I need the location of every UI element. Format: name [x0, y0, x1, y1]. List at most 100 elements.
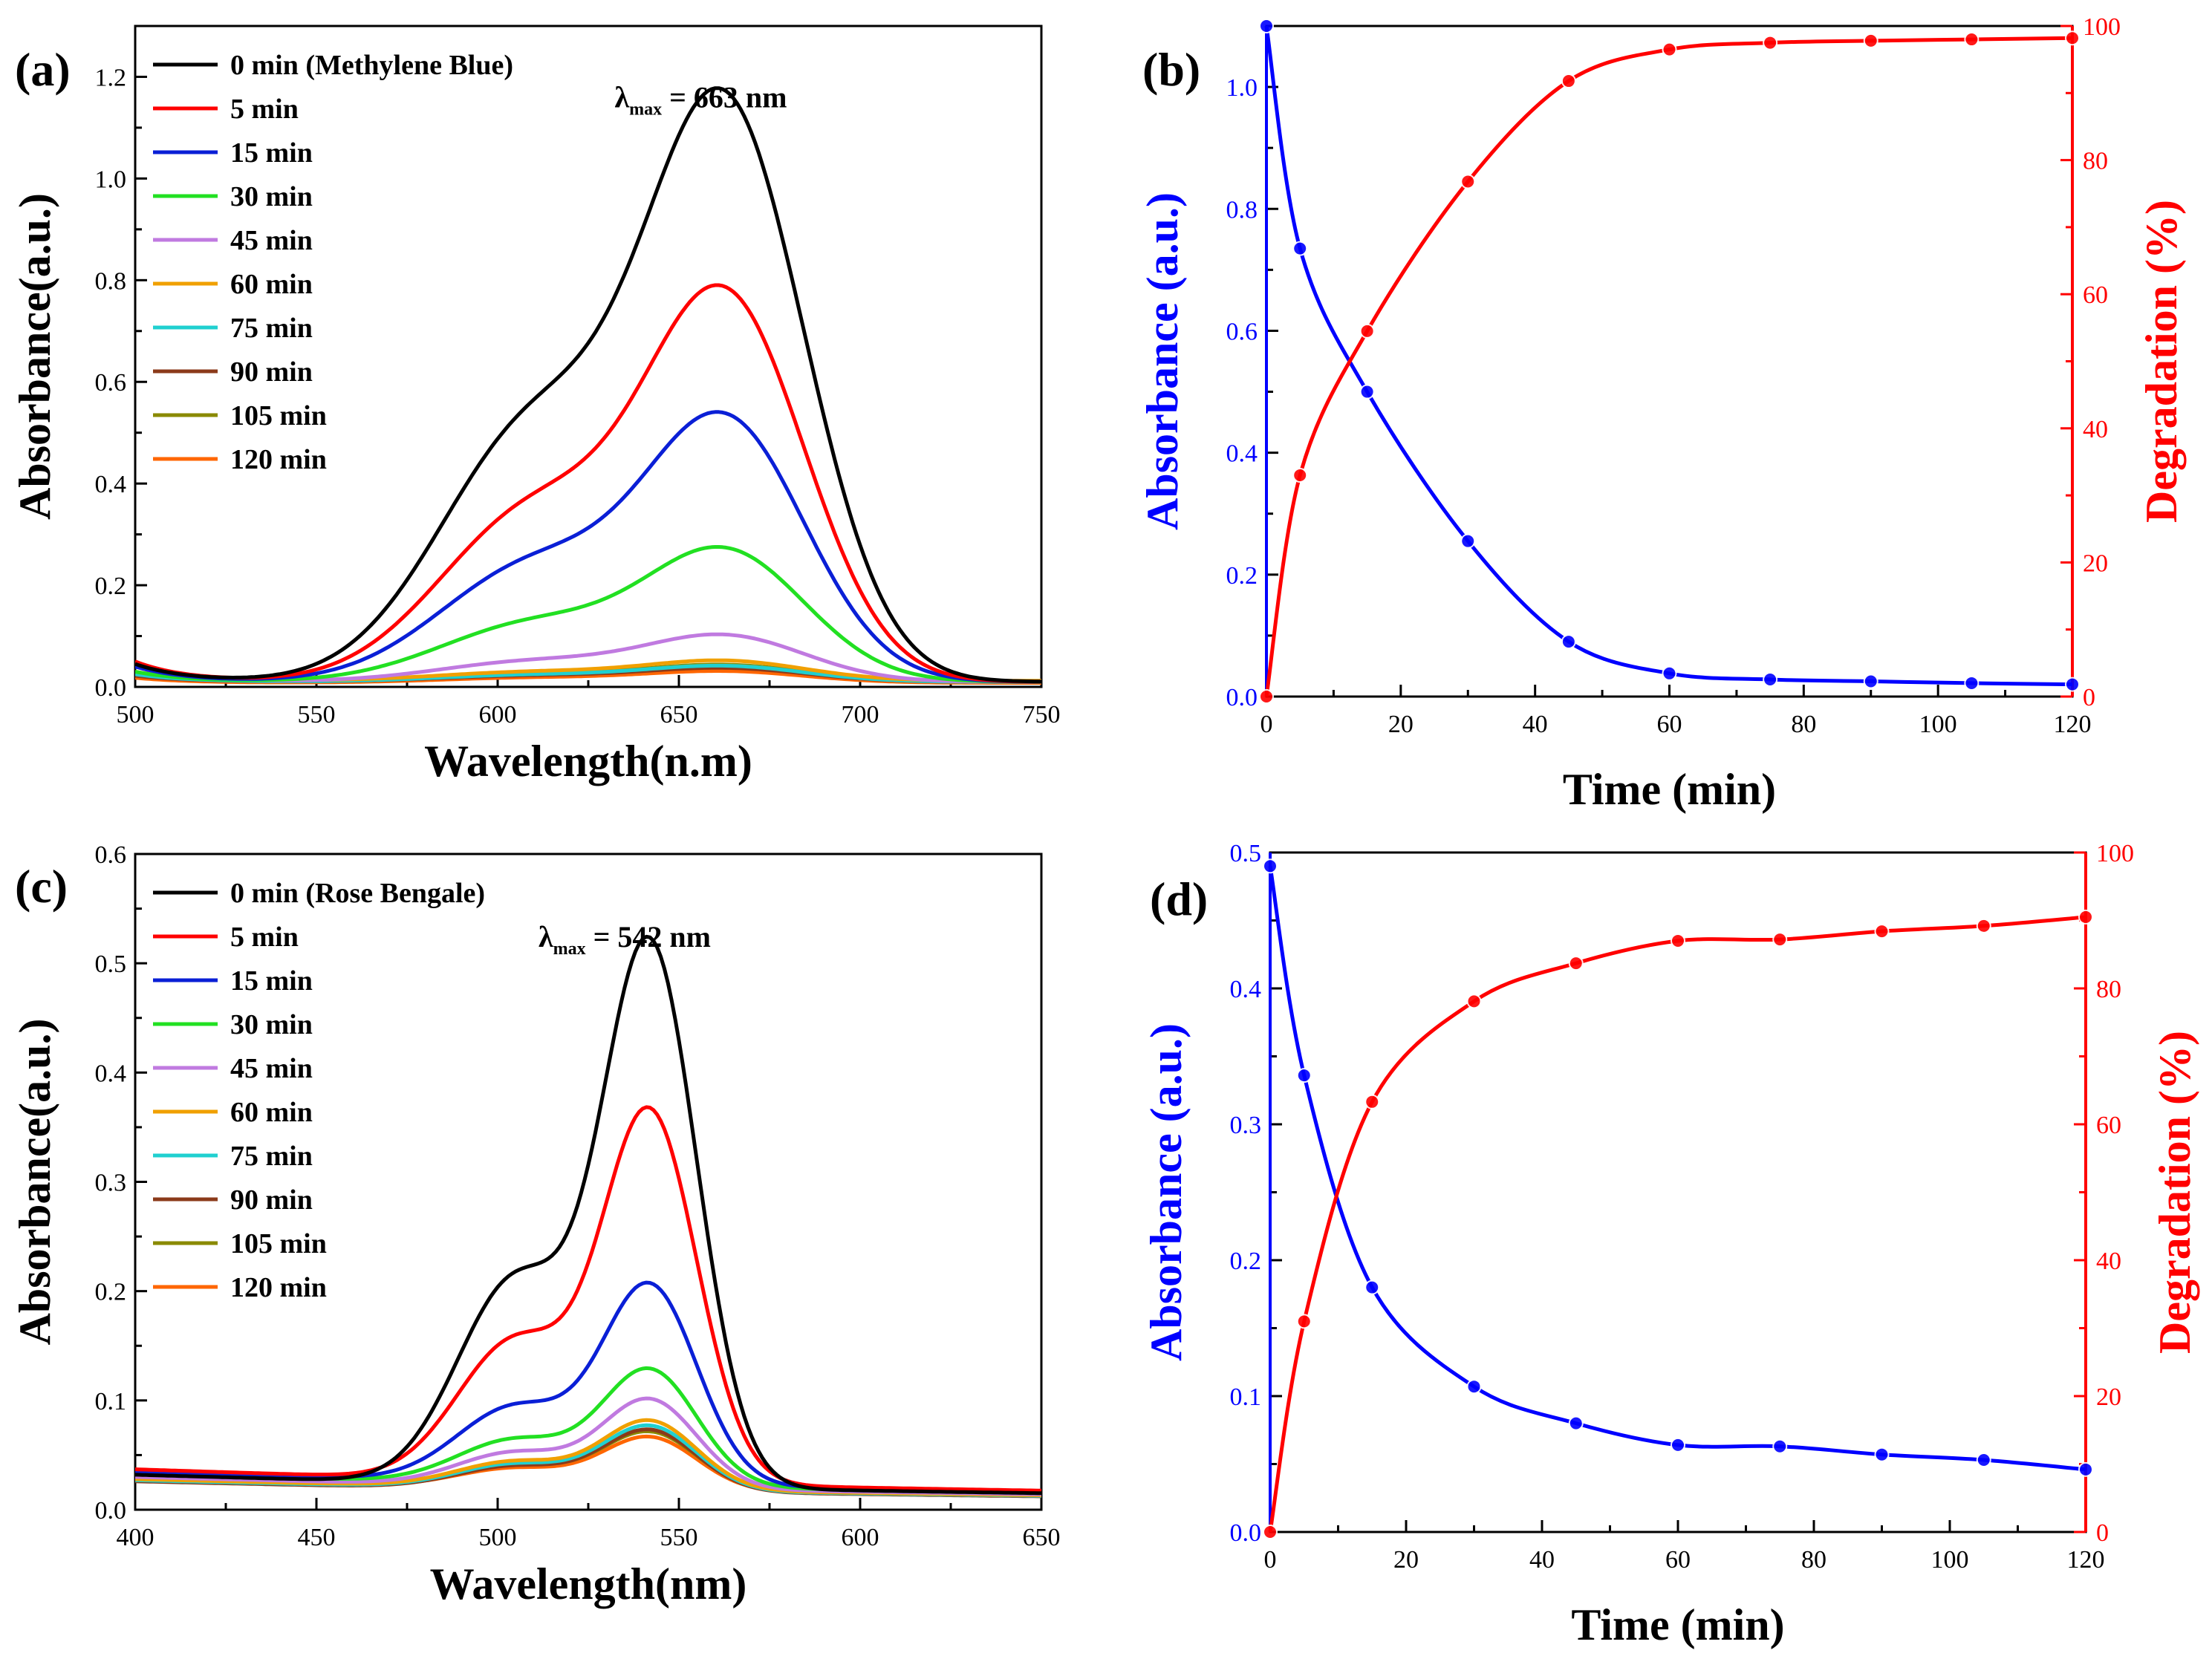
x-tick-label: 600: [479, 701, 517, 728]
y-right-tick-label: 40: [2083, 416, 2108, 443]
degradation-point: [1964, 32, 1980, 48]
series-group: [135, 934, 1041, 1499]
y-axis-title: Absorbance(a.u.): [10, 193, 59, 520]
panel-label: (c): [15, 860, 68, 913]
panel-a: 500 550 600 650 700 750 0.0 0.2 0.4 0.6 0.8 1.0 1.2 0…: [10, 25, 1061, 786]
x-tick-label: 750: [1023, 701, 1061, 728]
x-tick-label: 600: [842, 1524, 879, 1551]
y-right-tick-label: 20: [2096, 1383, 2121, 1411]
annotation-value: = 663 nm: [662, 81, 787, 114]
panel-label: (a): [15, 43, 71, 96]
x-tick-label: 80: [1791, 711, 1816, 738]
x-tick-label: 450: [298, 1524, 336, 1551]
absorbance-point: [1263, 858, 1278, 874]
y-tick-label: 0.2: [95, 573, 127, 600]
y-right-tick-label: 20: [2083, 550, 2108, 577]
degradation-point: [2078, 909, 2093, 925]
annotation-symbol: λ: [614, 81, 629, 114]
y-right-tick-label: 60: [2083, 281, 2108, 309]
x-tick-label: 0: [1260, 711, 1273, 738]
x-tick-label: 650: [660, 701, 698, 728]
series-line: [135, 1105, 1041, 1493]
y-tick-label: 0.4: [95, 1060, 127, 1087]
panel-label: (b): [1142, 43, 1200, 96]
y-tick-label: 0.6: [95, 841, 127, 869]
x-axis-title: Time (min): [1571, 1600, 1784, 1649]
legend-label: 120 min: [230, 1272, 327, 1303]
y-right-axis-title: Degradation (%): [2150, 1031, 2199, 1354]
panel-b: 0 20 40 60 80 100 120 0.0 0.2 0.4 0.6 0.8 1.0 0 20 40 60…: [1138, 13, 2186, 814]
panel-label: (d): [1150, 873, 1208, 925]
degradation-point: [1561, 74, 1576, 89]
y-axis-title: Absorbance (a.u.): [1138, 192, 1187, 530]
y-tick-label: 1.0: [1226, 74, 1258, 102]
y-tick-label: 0.1: [95, 1388, 127, 1415]
absorbance-point: [1259, 19, 1274, 33]
legend-label: 105 min: [230, 400, 327, 431]
x-tick-label: 80: [1801, 1546, 1826, 1574]
y-tick-label: 0.5: [1230, 840, 1262, 867]
absorbance-point: [1976, 1453, 1991, 1468]
series-line: [135, 545, 1041, 684]
x-tick-label: 500: [479, 1524, 517, 1551]
x-tick-label: 120: [2054, 711, 2092, 738]
legend-label: 45 min: [230, 1053, 313, 1084]
legend-label: 60 min: [230, 269, 313, 300]
y-axis-title: Absorbance (a.u.): [1142, 1023, 1191, 1361]
legend-label: 60 min: [230, 1097, 313, 1128]
absorbance-point: [1292, 241, 1308, 256]
annotation-subscript: max: [629, 100, 662, 120]
legend-label: 30 min: [230, 181, 313, 212]
x-axis-title: Time (min): [1563, 765, 1776, 814]
y-right-tick-label: 0: [2096, 1519, 2109, 1547]
lambda-max-annotation: λmax = 542 nm: [539, 920, 711, 959]
absorbance-point: [1671, 1437, 1685, 1453]
absorbance-point: [1964, 675, 1980, 691]
legend-label: 0 min (Rose Bengale): [230, 878, 485, 909]
y-tick-label: 0.2: [95, 1279, 127, 1306]
degradation-point: [1763, 35, 1778, 50]
y-tick-label: 0.1: [1230, 1383, 1262, 1411]
x-tick-label: 500: [117, 701, 154, 728]
x-tick-label: 60: [1665, 1546, 1691, 1574]
x-tick-label: 20: [1388, 711, 1414, 738]
absorbance-point: [1296, 1068, 1312, 1083]
y-tick-label: 1.0: [95, 166, 127, 193]
degradation-point: [1863, 33, 1878, 48]
legend-label: 90 min: [230, 1184, 313, 1216]
x-tick-label: 20: [1393, 1546, 1419, 1574]
x-tick-label: 100: [1931, 1546, 1969, 1574]
y-right-tick-label: 100: [2096, 840, 2134, 867]
annotation-subscript: max: [553, 939, 586, 959]
y-tick-label: 0.6: [1226, 318, 1258, 345]
degradation-point: [1568, 956, 1584, 971]
legend-label: 5 min: [230, 922, 299, 953]
x-tick-label: 0: [1264, 1546, 1277, 1574]
y-tick-label: 0.0: [95, 674, 127, 702]
absorbance-point: [2065, 677, 2080, 692]
legend-label: 105 min: [230, 1228, 327, 1259]
absorbance-point: [1359, 384, 1375, 400]
x-tick-label: 40: [1529, 1546, 1555, 1574]
degradation-point: [1263, 1525, 1278, 1539]
degradation-point: [1364, 1094, 1380, 1109]
x-tick-label: 650: [1023, 1524, 1061, 1551]
x-tick-label: 700: [842, 701, 879, 728]
y-tick-label: 0.4: [95, 471, 127, 498]
absorbance-point: [1874, 1447, 1890, 1462]
x-axis-title: Wavelength(nm): [430, 1559, 747, 1608]
absorbance-point: [1662, 665, 1677, 681]
degradation-point: [1874, 924, 1890, 939]
annotation-value: = 542 nm: [586, 920, 711, 953]
y-right-tick-label: 40: [2096, 1248, 2121, 1275]
x-axis-title: Wavelength(n.m): [424, 737, 752, 786]
y-tick-label: 0.4: [1226, 440, 1258, 468]
y-tick-label: 0.8: [1226, 196, 1258, 224]
series-line: [135, 410, 1041, 684]
x-tick-label: 400: [117, 1524, 154, 1551]
x-tick-label: 100: [1919, 711, 1957, 738]
degradation-point: [2065, 30, 2080, 46]
degradation-point: [1296, 1314, 1312, 1329]
legend-label: 15 min: [230, 137, 313, 169]
